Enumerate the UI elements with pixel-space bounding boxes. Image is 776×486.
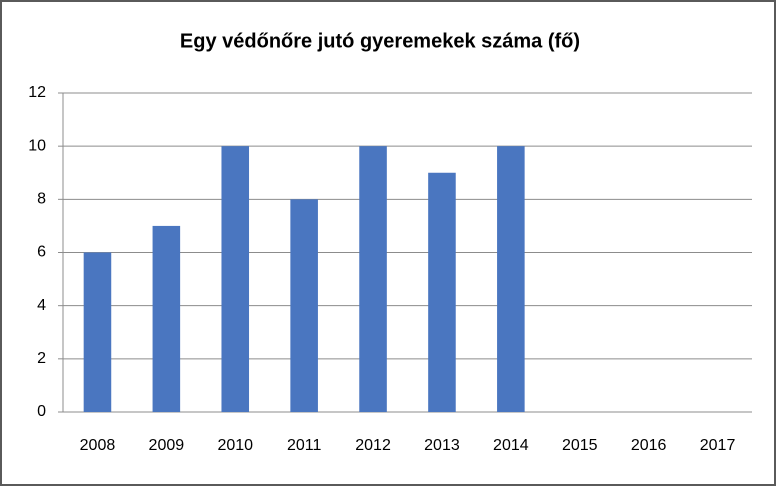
x-tick-label: 2013: [424, 437, 460, 454]
bar: [359, 146, 387, 412]
bar: [428, 172, 456, 412]
y-tick-label: 6: [37, 244, 46, 261]
x-tick-label: 2012: [355, 437, 391, 454]
bar: [497, 146, 525, 412]
y-tick-label: 2: [37, 350, 46, 367]
bar: [83, 252, 112, 412]
y-tick-label: 12: [28, 84, 46, 101]
bar: [221, 146, 250, 412]
x-tick-label: 2009: [149, 437, 185, 454]
x-tick-label: 2011: [287, 437, 322, 454]
bar: [290, 199, 318, 412]
y-tick-label: 4: [37, 297, 46, 314]
x-tick-label: 2008: [80, 437, 116, 454]
x-tick-label: 2017: [700, 437, 736, 454]
x-tick-label: 2016: [631, 437, 667, 454]
y-tick-label: 8: [37, 191, 46, 208]
y-tick-label: 0: [37, 403, 46, 420]
x-tick-label: 2015: [562, 437, 598, 454]
chart-title: Egy védőnőre jutó gyeremekek száma (fő): [180, 30, 580, 52]
x-tick-label: 2010: [217, 437, 253, 454]
y-tick-label: 10: [28, 137, 46, 154]
bar: [152, 225, 181, 412]
x-tick-label: 2014: [493, 437, 529, 454]
